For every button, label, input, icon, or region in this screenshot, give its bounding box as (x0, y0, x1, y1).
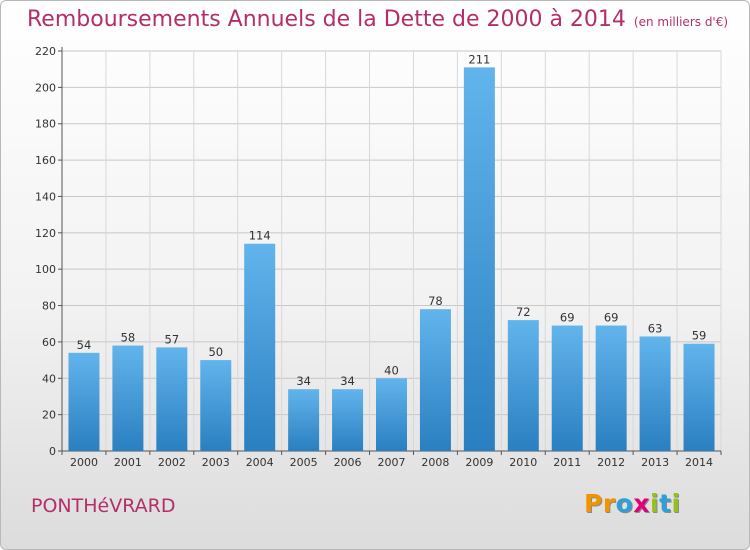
bar (288, 389, 320, 451)
bar-value-label: 50 (208, 345, 223, 359)
commune-name: PONTHéVRARD (31, 495, 176, 517)
bar (376, 378, 407, 451)
logo-letter: P (584, 489, 603, 518)
logo-letter: i (671, 489, 681, 518)
x-tick-label: 2000 (70, 456, 98, 469)
labels: 0 20 40 60 80 100 120 140 160 180 200 220 54 2000 58 20… (35, 45, 713, 469)
bar (683, 343, 715, 451)
x-tick-label: 2003 (202, 456, 230, 469)
bar (156, 347, 188, 451)
x-tick-label: 2008 (421, 456, 449, 469)
bar-value-label: 34 (296, 374, 311, 388)
y-tick-label: 20 (42, 409, 56, 422)
x-tick-label: 2012 (597, 456, 625, 469)
bar-value-label: 40 (384, 363, 399, 377)
bar (551, 325, 583, 451)
x-tick-label: 2005 (290, 456, 318, 469)
y-tick-label: 80 (42, 300, 56, 313)
bar (463, 67, 495, 451)
y-tick-label: 40 (42, 372, 56, 385)
chart-title: Remboursements Annuels de la Dette de 20… (27, 7, 728, 32)
bars (68, 67, 715, 451)
bar (332, 389, 364, 451)
bar-value-label: 58 (121, 331, 136, 345)
bar-value-label: 72 (516, 305, 531, 319)
logo-letter: i (650, 489, 660, 518)
bar (68, 352, 100, 451)
bar-value-label: 114 (249, 229, 271, 243)
bar-value-label: 59 (692, 329, 707, 343)
y-tick-label: 220 (35, 45, 56, 58)
title-main: Remboursements Annuels de la Dette de 20… (27, 7, 626, 32)
x-tick-label: 2009 (465, 456, 493, 469)
bar (595, 325, 627, 451)
y-tick-label: 200 (35, 81, 56, 94)
bar (639, 336, 671, 451)
bar-value-label: 211 (468, 52, 490, 66)
y-tick-label: 60 (42, 336, 56, 349)
bar-value-label: 57 (165, 332, 180, 346)
y-tick-label: 0 (49, 445, 56, 458)
logo-letter: t (659, 489, 672, 518)
x-tick-label: 2007 (378, 456, 406, 469)
y-tick-label: 100 (35, 263, 56, 276)
y-tick-label: 160 (35, 154, 56, 167)
bar (112, 345, 144, 451)
bar-value-label: 69 (604, 311, 619, 325)
x-tick-label: 2014 (685, 456, 713, 469)
x-tick-label: 2004 (246, 456, 274, 469)
logo-letter: x (633, 489, 650, 518)
bar-value-label: 54 (77, 338, 92, 352)
bar-value-label: 69 (560, 311, 575, 325)
bar (244, 243, 276, 451)
bar-value-label: 63 (648, 321, 663, 335)
x-tick-label: 2011 (553, 456, 581, 469)
y-tick-label: 140 (35, 190, 56, 203)
bar-value-label: 78 (428, 294, 443, 308)
bar (200, 360, 232, 451)
proxiti-logo[interactable]: Proxiti (584, 489, 681, 518)
y-tick-label: 180 (35, 118, 56, 131)
bar (419, 309, 451, 451)
logo-letter: r (602, 489, 616, 518)
logo-letter: o (615, 489, 634, 518)
bar-value-label: 34 (340, 374, 355, 388)
x-tick-label: 2010 (509, 456, 537, 469)
x-tick-label: 2001 (114, 456, 142, 469)
x-tick-label: 2013 (641, 456, 669, 469)
x-tick-label: 2006 (334, 456, 362, 469)
x-tick-label: 2002 (158, 456, 186, 469)
y-tick-label: 120 (35, 227, 56, 240)
title-unit: (en milliers d'€) (633, 15, 729, 29)
bar (507, 320, 539, 451)
